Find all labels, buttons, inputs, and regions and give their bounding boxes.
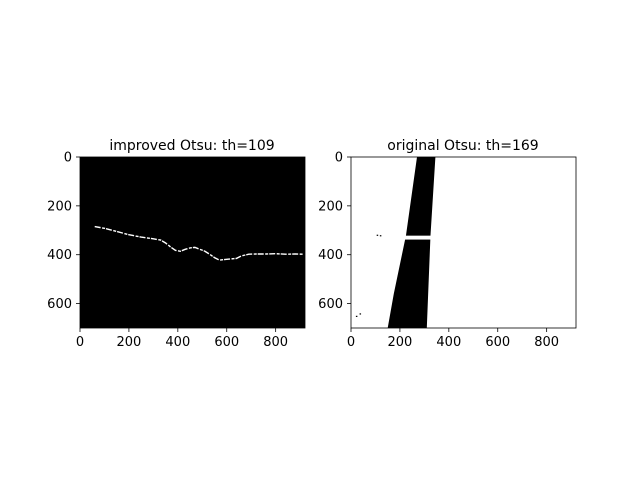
x-tick-label: 0 <box>76 335 84 350</box>
y-tick-label: 200 <box>318 199 343 214</box>
y-tick-label: 400 <box>318 248 343 263</box>
subplot-title: improved Otsu: th=109 <box>109 138 274 154</box>
y-tick-label: 600 <box>318 297 343 312</box>
x-tick-label: 600 <box>214 335 239 350</box>
y-tick-label: 400 <box>47 248 72 263</box>
image-background <box>351 157 576 328</box>
x-tick-label: 400 <box>436 335 461 350</box>
noise-speck <box>356 316 358 317</box>
y-tick-label: 600 <box>47 297 72 312</box>
noise-speck <box>360 313 362 314</box>
x-tick-label: 600 <box>485 335 510 350</box>
crack-gap <box>400 236 437 240</box>
x-tick-label: 200 <box>116 335 141 350</box>
x-tick-label: 800 <box>263 335 288 350</box>
binary-image <box>80 157 305 328</box>
binary-image <box>351 157 576 328</box>
subplot-improved-otsu: improved Otsu: th=109 0 200 400 600 800 0 200… <box>47 138 305 350</box>
x-tick-label: 200 <box>387 335 412 350</box>
noise-speck <box>377 235 379 236</box>
x-tick-label: 800 <box>534 335 559 350</box>
x-tick-label: 0 <box>347 335 355 350</box>
x-tick-label: 400 <box>165 335 190 350</box>
y-tick-label: 0 <box>335 151 343 166</box>
y-tick-label: 200 <box>47 199 72 214</box>
image-background <box>80 157 305 328</box>
noise-speck <box>380 235 382 236</box>
y-tick-label: 0 <box>64 151 72 166</box>
subplot-original-otsu: original Otsu: th=169 0 200 400 600 800 0 200… <box>318 138 576 350</box>
subplot-title: original Otsu: th=169 <box>387 138 538 154</box>
